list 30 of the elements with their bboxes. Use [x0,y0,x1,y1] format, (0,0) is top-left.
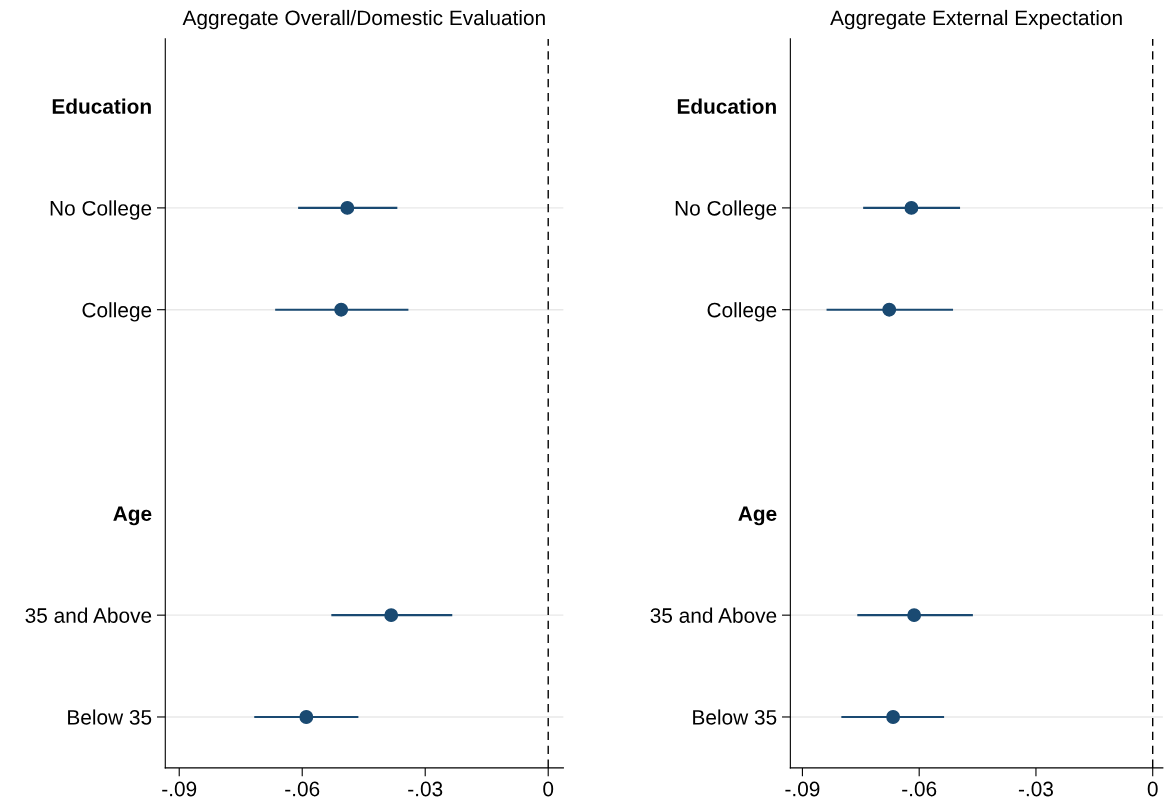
y-tick-label: Education [677,98,776,114]
x-tick-label: -.09 [785,781,820,797]
x-tick-label: -.06 [902,781,937,797]
x-tick-label: 0 [1147,781,1158,797]
x-tick-label: -.03 [408,781,443,797]
y-tick-label: Below 35 [693,709,777,725]
x-tick-label: -.06 [285,781,320,797]
y-tick-label: No College [50,200,152,220]
y-tick-label: Age [113,506,152,526]
point [907,608,922,623]
y-tick-label: College [82,302,152,322]
y-tick-label: 35 and Above [650,607,777,623]
point [384,608,399,623]
y-tick-label: College [707,302,777,322]
x-tick-label: -.09 [162,781,197,797]
y-tick-label: Age [738,506,777,526]
chart-title: Aggregate Overall/Domestic Evaluation [182,9,545,30]
chart-title: Aggregate External Expectation [830,9,1122,30]
point [904,200,919,215]
point [882,302,897,317]
point [886,710,901,724]
y-tick-label: Education [52,98,151,114]
point [334,302,349,317]
y-tick-label: No College [675,200,777,220]
x-tick-label: -.03 [1018,781,1053,797]
point [299,710,314,724]
point [340,200,355,215]
x-tick-label: 0 [543,781,554,797]
y-tick-label: Below 35 [68,709,152,725]
y-tick-label: 35 and Above [25,607,152,623]
